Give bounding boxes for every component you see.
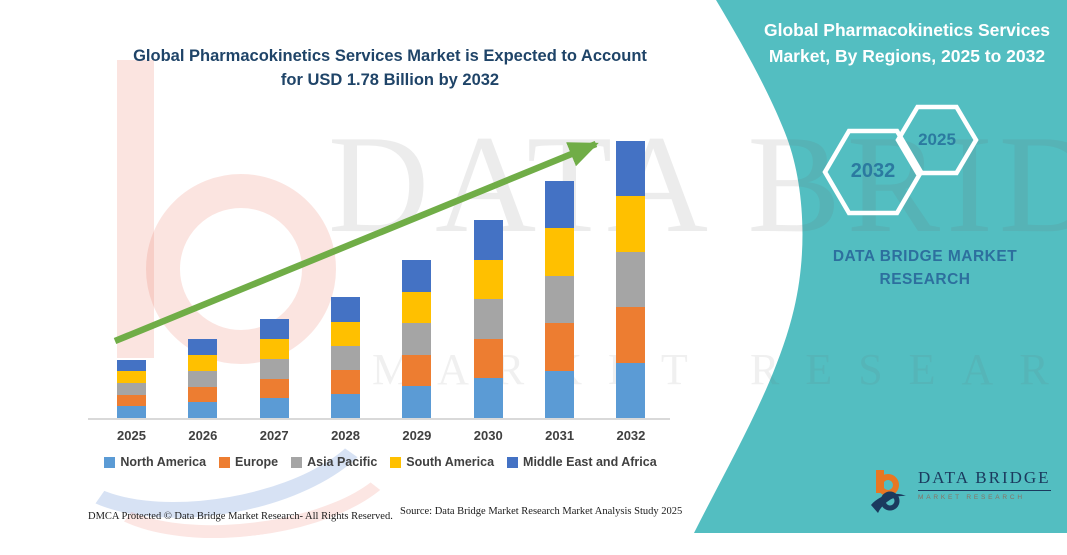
bar-segment	[402, 386, 432, 418]
legend-label: Middle East and Africa	[523, 455, 657, 469]
hexagon-badges	[0, 0, 1067, 533]
dbmr-logo-name: DATA BRIDGE	[918, 468, 1051, 491]
panel-title-line2: Market, By Regions, 2025 to 2032	[768, 46, 1046, 66]
bar-segment	[117, 406, 146, 418]
x-axis-label: 2026	[188, 428, 218, 443]
bar-segment	[402, 354, 432, 387]
legend-label: Asia Pacific	[307, 455, 378, 469]
bar-segment	[331, 369, 361, 394]
legend-item: North America	[104, 455, 206, 469]
bar-segment	[331, 393, 361, 418]
brand-caption: DATA BRIDGE MARKET RESEARCH	[805, 245, 1045, 291]
bar-segment	[545, 370, 575, 418]
dbmr-logo-icon	[871, 470, 906, 513]
legend-label: Europe	[235, 455, 279, 469]
bar-segment	[188, 402, 218, 418]
bar-segment	[331, 345, 361, 370]
footer-dmca-text: DMCA Protected © Data Bridge Market Rese…	[88, 511, 393, 522]
legend-item: Middle East and Africa	[507, 455, 657, 469]
bar-segment	[616, 362, 646, 418]
bar-segment	[259, 378, 289, 399]
x-axis-label: 2030	[473, 428, 503, 443]
chart-title-line1: Global Pharmacokinetics Services Market …	[133, 47, 647, 65]
bar-2032	[616, 141, 646, 418]
bar-segment	[616, 307, 646, 363]
x-axis-label: 2025	[117, 428, 146, 443]
x-axis-label: 2027	[259, 428, 289, 443]
bar-segment	[117, 383, 146, 395]
x-axis-labels: 2025 2026 2027 2028 2029 2030 2031 2032	[0, 428, 1067, 448]
bar-segment	[188, 386, 218, 403]
legend-swatch	[291, 456, 303, 468]
brand-caption-line2: RESEARCH	[879, 271, 971, 288]
bar-segment	[188, 355, 218, 371]
bar-segment	[616, 196, 646, 252]
chart-title-line2: for USD 1.78 Billion by 2032	[280, 71, 500, 89]
bar-segment	[117, 359, 146, 372]
bar-segment	[117, 371, 146, 384]
hexagon-year-2032: 2032	[850, 160, 896, 182]
dbmr-logo: DATA BRIDGE MARKET RESEARCH	[868, 468, 1051, 514]
footer-source-text: Source: Data Bridge Market Research Mark…	[400, 506, 683, 517]
bar-2025	[117, 359, 146, 418]
legend-label: South America	[406, 455, 495, 469]
x-axis-label: 2029	[402, 428, 432, 443]
panel-title-line1: Global Pharmacokinetics Services	[764, 20, 1050, 40]
x-axis-line	[88, 418, 670, 420]
legend-label: North America	[120, 455, 207, 469]
panel-title: Global Pharmacokinetics Services Market,…	[757, 17, 1057, 69]
legend-item: Europe	[219, 455, 278, 469]
legend-swatch	[104, 456, 116, 468]
bar-segment	[188, 370, 218, 387]
legend-item: South America	[390, 455, 494, 469]
chart-title: Global Pharmacokinetics Services Market …	[100, 44, 680, 92]
bar-segment	[616, 141, 646, 197]
dbmr-logo-text: DATA BRIDGE MARKET RESEARCH	[918, 468, 1051, 501]
bar-2027	[259, 319, 289, 418]
legend-swatch	[507, 456, 519, 468]
x-axis-label: 2031	[545, 428, 575, 443]
legend-item: Asia Pacific	[291, 455, 377, 469]
chart-legend: North America Europe Asia Pacific South Ame…	[88, 455, 673, 469]
dbmr-logo-tagline: MARKET RESEARCH	[918, 494, 1025, 501]
hexagon-year-2025: 2025	[918, 130, 956, 149]
x-axis-label: 2028	[331, 428, 360, 443]
legend-swatch	[390, 456, 402, 468]
legend-swatch	[219, 456, 231, 468]
bar-segment	[117, 394, 146, 407]
bar-segment	[473, 338, 503, 379]
bar-segment	[259, 358, 289, 379]
brand-caption-line1: DATA BRIDGE MARKET	[832, 248, 1018, 265]
x-axis-label: 2032	[616, 428, 646, 443]
bar-segment	[616, 251, 646, 308]
bar-segment	[259, 398, 289, 418]
hexagon-2025	[895, 104, 979, 176]
bar-segment	[473, 378, 503, 418]
